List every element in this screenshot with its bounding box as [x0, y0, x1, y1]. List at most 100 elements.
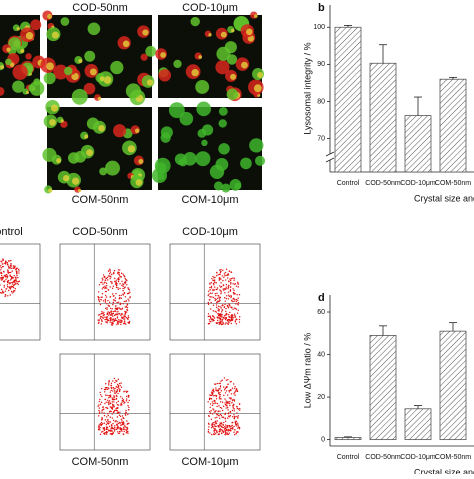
y-tick-label: 0	[321, 436, 325, 443]
flow-event	[228, 287, 229, 288]
flow-event	[112, 413, 113, 414]
flow-event	[115, 283, 116, 284]
flow-event	[98, 410, 99, 411]
flow-event	[210, 403, 211, 404]
flow-event	[112, 308, 113, 309]
flow-event	[212, 279, 213, 280]
flow-event	[230, 290, 231, 291]
flow-event	[215, 289, 216, 290]
flow-event	[115, 300, 116, 301]
flow-event	[127, 433, 128, 434]
flow-event	[112, 398, 113, 399]
flow-event	[104, 391, 105, 392]
flow-event	[209, 416, 210, 417]
flow-event	[128, 395, 129, 396]
y-tick-label: 80	[317, 98, 325, 105]
flow-event	[213, 316, 214, 317]
cell	[52, 32, 59, 39]
flow-event	[230, 381, 231, 382]
flow-event	[216, 322, 217, 323]
flow-event	[98, 426, 99, 427]
flow-event	[216, 293, 217, 294]
flow-event	[114, 270, 115, 271]
flow-event	[126, 392, 127, 393]
flow-event	[102, 279, 103, 280]
flow-event	[222, 380, 223, 381]
cell	[30, 19, 41, 30]
flow-event	[234, 388, 235, 389]
flow-event	[101, 316, 102, 317]
flow-event	[113, 302, 114, 303]
flow-event	[224, 389, 225, 390]
cell	[26, 91, 29, 94]
flow-event	[217, 287, 218, 288]
flow-event	[215, 402, 216, 403]
flow-event	[112, 405, 113, 406]
flow-event	[103, 287, 104, 288]
flow-event	[101, 313, 102, 314]
cell	[98, 125, 105, 132]
flow-event	[119, 272, 120, 273]
flow-event	[118, 412, 119, 413]
flow-event	[226, 405, 227, 406]
flow-event	[119, 275, 120, 276]
flow-event	[121, 281, 122, 282]
flow-event	[218, 415, 219, 416]
flow-event	[228, 322, 229, 323]
flow-event	[10, 263, 11, 264]
flow-event	[106, 287, 107, 288]
flow-event	[122, 398, 123, 399]
flow-event	[101, 396, 102, 397]
flow-event	[232, 388, 233, 389]
flow-event	[98, 424, 99, 425]
cell	[5, 59, 12, 66]
flow-event	[114, 278, 115, 279]
flow-event	[219, 297, 220, 298]
flow-event	[209, 398, 210, 399]
flow-event	[100, 299, 101, 300]
flow-event	[104, 415, 105, 416]
flow-event	[127, 287, 128, 288]
flow-event	[221, 415, 222, 416]
flow-event	[223, 317, 224, 318]
flow-event	[6, 276, 7, 277]
cell	[51, 105, 58, 112]
flow-event	[225, 418, 226, 419]
flow-event	[112, 401, 113, 402]
flow-event	[220, 278, 221, 279]
flow-event	[236, 425, 237, 426]
flow-event	[13, 291, 14, 292]
flow-event	[115, 308, 116, 309]
cell	[78, 59, 82, 63]
flow-event	[232, 410, 233, 411]
flow-event	[208, 293, 209, 294]
cell	[240, 158, 252, 170]
cell	[152, 168, 167, 183]
flow-frame	[60, 354, 150, 450]
flow-event	[108, 270, 109, 271]
flow-event	[220, 271, 221, 272]
flow-event	[104, 276, 105, 277]
flow-event	[227, 409, 228, 410]
flow-event	[221, 416, 222, 417]
cell	[25, 53, 31, 59]
flow-event	[108, 430, 109, 431]
flow-event	[116, 398, 117, 399]
flow-event	[211, 287, 212, 288]
flow-event	[219, 279, 220, 280]
flow-event	[113, 388, 114, 389]
flow-event	[116, 279, 117, 280]
flow-event	[5, 279, 6, 280]
flow-event	[220, 314, 221, 315]
flow-event	[215, 411, 216, 412]
bar	[440, 79, 466, 172]
cell	[72, 177, 79, 184]
flow-event	[7, 286, 8, 287]
flow-event	[115, 305, 116, 306]
flow-event	[211, 427, 212, 428]
flow-event	[218, 383, 219, 384]
cell	[0, 65, 4, 69]
flow-event	[107, 279, 108, 280]
flow-event	[236, 391, 237, 392]
flow-event	[112, 293, 113, 294]
